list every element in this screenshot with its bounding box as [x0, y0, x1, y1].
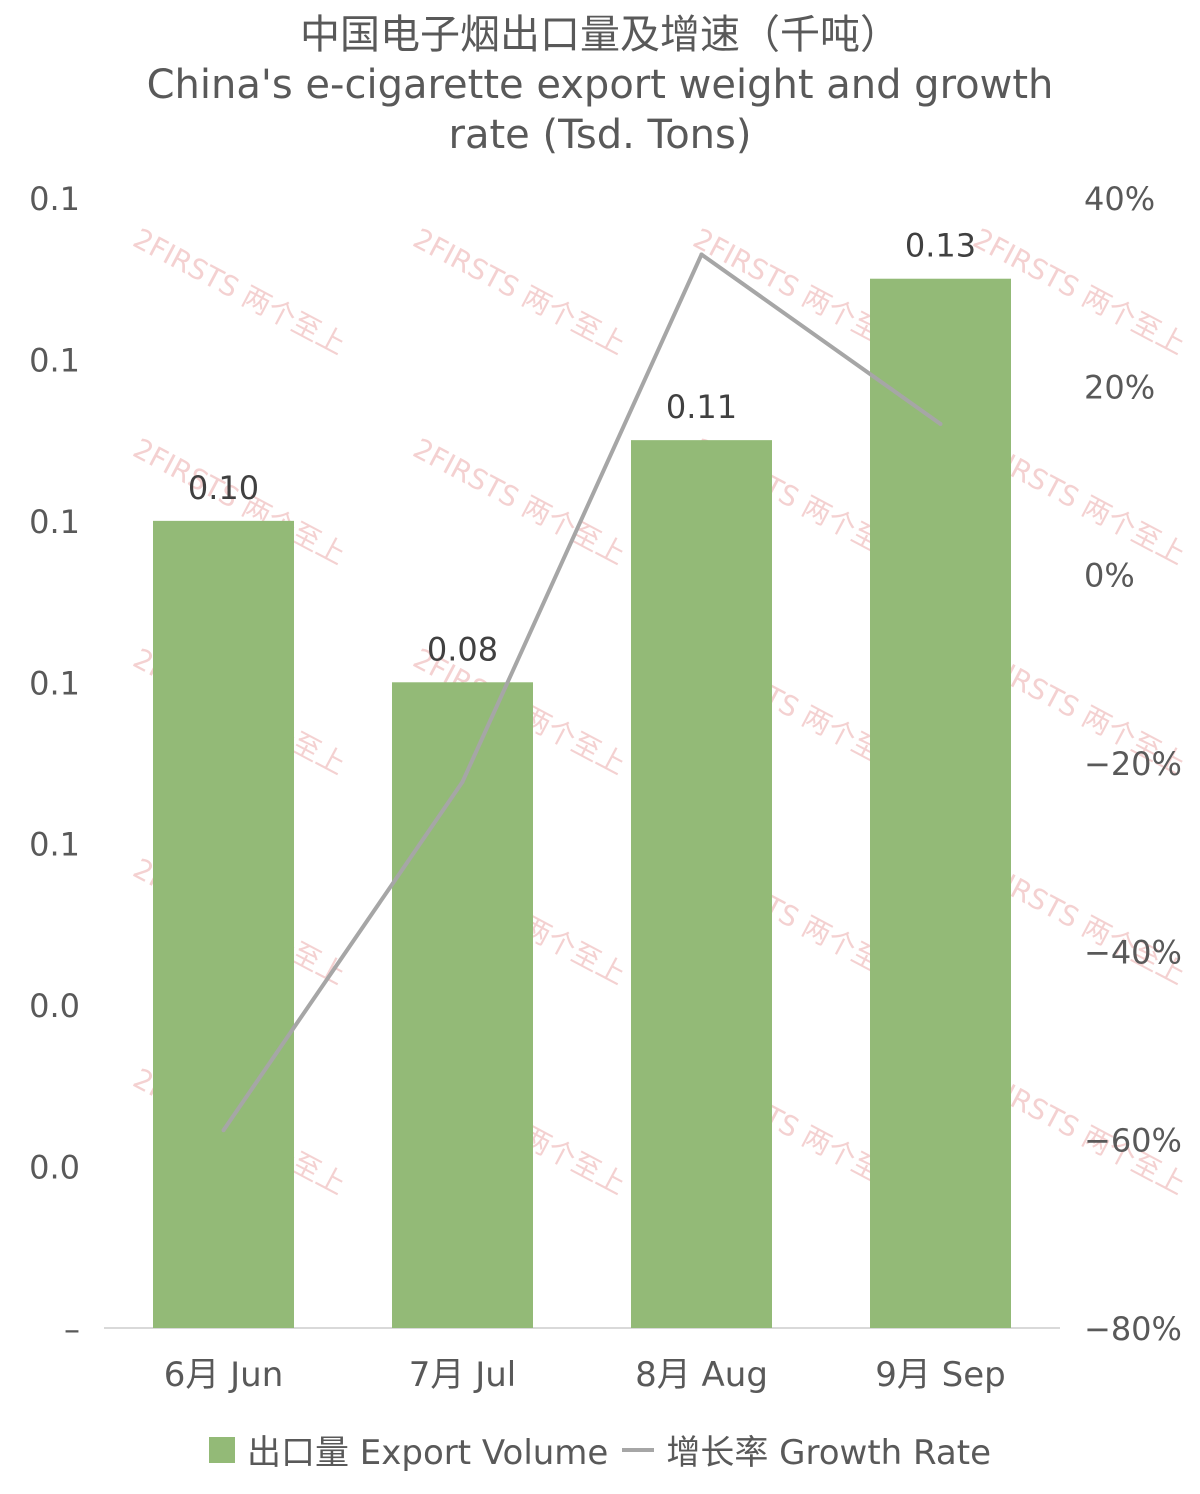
left-axis-tick-label: 0.1: [29, 180, 80, 218]
x-axis: 6月 Jun 7月 Jul 8月 Aug 9月 Sep: [164, 1355, 1006, 1395]
bar-series: [153, 278, 1011, 1329]
watermark-text: 2FIRSTS 两个至上: [128, 222, 351, 362]
bar-value-label: 0.13: [905, 227, 976, 265]
growth-rate-point: [938, 422, 943, 426]
legend-label-growth-rate: 增长率 Growth Rate: [666, 1433, 992, 1473]
growth-rate-point: [699, 252, 704, 257]
left-axis-tick-label: 0.0: [29, 987, 80, 1025]
growth-rate-line: [221, 252, 942, 1132]
right-axis-tick-label: −20%: [1084, 745, 1182, 783]
bar: [392, 682, 533, 1328]
chart-title-en-line1: China's e-cigarette export weight and gr…: [146, 62, 1054, 108]
bar-value-label: 0.08: [427, 630, 498, 668]
right-axis-tick-label: 40%: [1084, 180, 1155, 218]
chart-title-en-line2: rate (Tsd. Tons): [448, 112, 752, 158]
bar: [153, 520, 294, 1328]
right-axis: −80% −60% −40% −20% 0% 20% 40%: [1084, 180, 1182, 1348]
line-series: [221, 252, 943, 1133]
left-axis-tick-label: 0.0: [29, 1149, 80, 1187]
bar-value-labels: 0.10 0.08 0.11 0.13: [188, 227, 976, 669]
legend: 出口量 Export Volume 增长率 Growth Rate: [0, 1425, 1200, 1474]
left-axis-tick-label: 0.1: [29, 664, 80, 702]
legend-swatch-bar: [208, 1436, 235, 1463]
x-axis-tick-label: 7月 Jul: [409, 1355, 516, 1395]
left-axis-tick-label: 0.1: [29, 503, 80, 541]
growth-rate-point: [460, 779, 465, 784]
x-axis-tick-label: 6月 Jun: [164, 1355, 284, 1395]
right-axis-tick-label: 20%: [1084, 368, 1155, 406]
legend-swatch-line: [622, 1447, 655, 1452]
legend-item-growth-rate: 增长率 Growth Rate: [622, 1425, 991, 1474]
right-axis-tick-label: −40%: [1084, 933, 1182, 971]
watermark-text: 2FIRSTS 两个至上: [408, 432, 631, 572]
watermark-text: 2FIRSTS 两个至上: [408, 222, 631, 362]
legend-label-export-volume: 出口量 Export Volume: [246, 1433, 609, 1473]
left-axis: – 0.0 0.0 0.1 0.1 0.1 0.1 0.1: [29, 180, 80, 1348]
right-axis-tick-label: −80%: [1084, 1310, 1182, 1348]
left-axis-tick-label: 0.1: [29, 826, 80, 864]
right-axis-tick-label: −60%: [1084, 1122, 1182, 1160]
bar-value-label: 0.11: [666, 388, 737, 426]
x-axis-tick-label: 9月 Sep: [875, 1355, 1006, 1395]
left-axis-tick-label: 0.1: [29, 341, 80, 379]
x-axis-tick-label: 8月 Aug: [635, 1355, 768, 1395]
growth-rate-point: [221, 1128, 226, 1133]
legend-item-export-volume: 出口量 Export Volume: [208, 1425, 609, 1474]
bar: [631, 440, 772, 1329]
right-axis-tick-label: 0%: [1084, 557, 1135, 595]
chart-title-zh: 中国电子烟出口量及增速（千吨）: [300, 12, 900, 58]
bar-value-label: 0.10: [188, 469, 259, 507]
left-axis-tick-label: –: [64, 1310, 80, 1348]
bar: [870, 278, 1011, 1328]
